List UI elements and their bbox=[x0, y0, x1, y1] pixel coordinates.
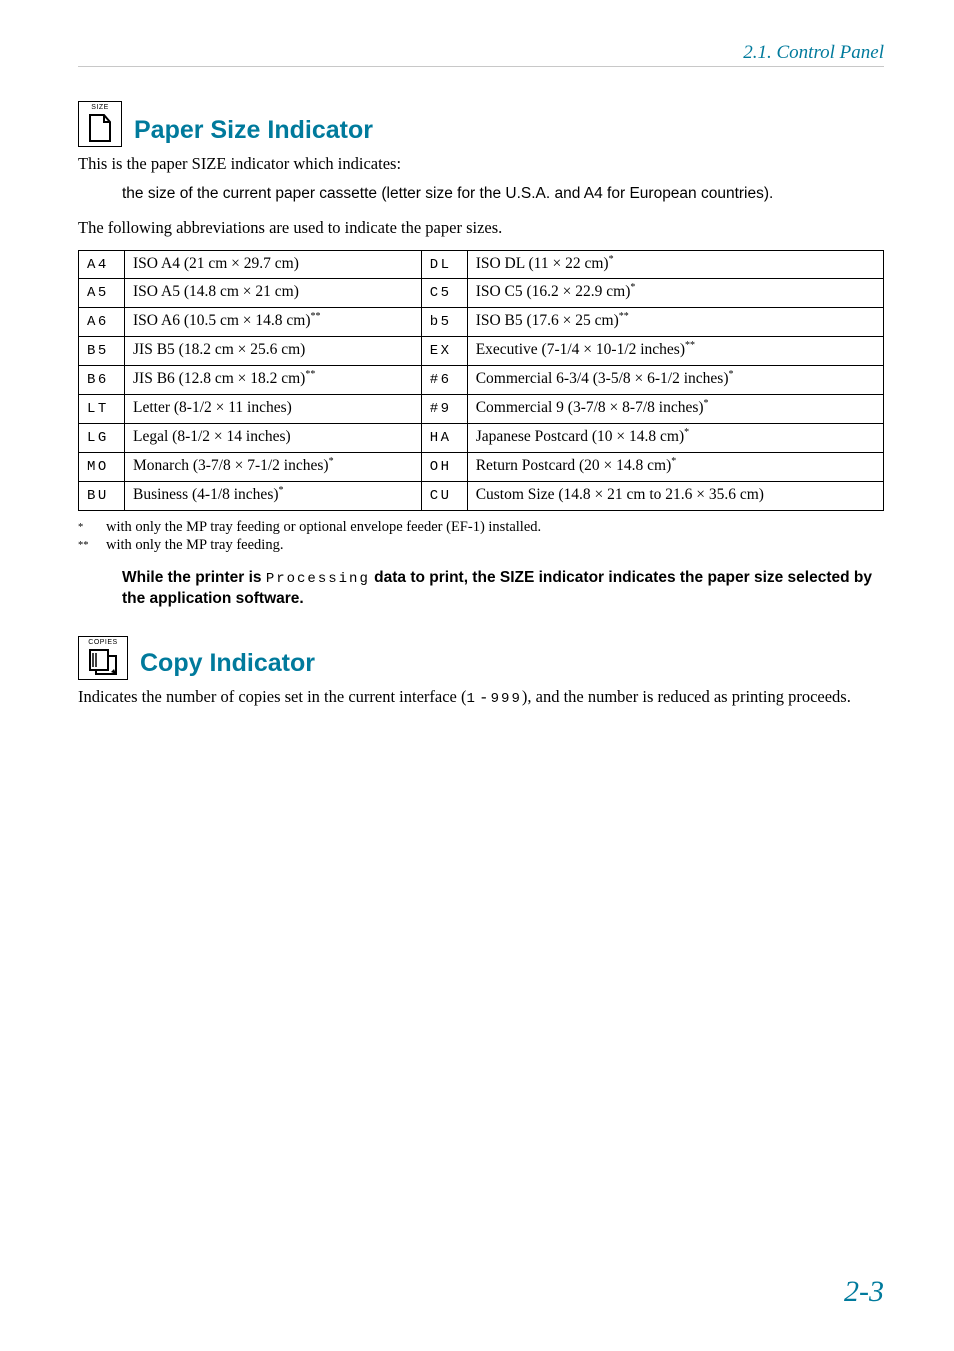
size-code: BU bbox=[79, 481, 125, 510]
note-mono: Processing bbox=[266, 571, 370, 587]
table-lead: The following abbreviations are used to … bbox=[78, 217, 884, 239]
size-desc: Commercial 6-3/4 (3-5/8 × 6-1/2 inches)* bbox=[467, 366, 883, 395]
size-code: CU bbox=[421, 481, 467, 510]
size-code: A6 bbox=[79, 308, 125, 337]
footnote-mark: ** bbox=[78, 537, 96, 554]
size-code: LG bbox=[79, 424, 125, 453]
table-row: LTLetter (8-1/2 × 11 inches)#9Commercial… bbox=[79, 395, 884, 424]
section-paper-size-head: SIZE Paper Size Indicator bbox=[78, 101, 884, 147]
copy-dash: - bbox=[477, 687, 491, 706]
size-code: HA bbox=[421, 424, 467, 453]
icon-label: COPIES bbox=[88, 639, 117, 646]
size-desc: Business (4-1/8 inches)* bbox=[125, 481, 422, 510]
footnote-2: ** with only the MP tray feeding. bbox=[78, 537, 884, 554]
size-desc: ISO C5 (16.2 × 22.9 cm)* bbox=[467, 279, 883, 308]
size-desc: JIS B6 (12.8 cm × 18.2 cm)** bbox=[125, 366, 422, 395]
size-desc: JIS B5 (18.2 cm × 25.6 cm) bbox=[125, 337, 422, 366]
icon-label: SIZE bbox=[91, 104, 109, 111]
size-code: A4 bbox=[79, 250, 125, 279]
paper-size-table: A4ISO A4 (21 cm × 29.7 cm)DLISO DL (11 ×… bbox=[78, 250, 884, 511]
section-copy-head: COPIES Copy Indicator bbox=[78, 636, 884, 680]
section-title-paper-size: Paper Size Indicator bbox=[134, 118, 373, 147]
size-desc: Commercial 9 (3-7/8 × 8-7/8 inches)* bbox=[467, 395, 883, 424]
table-row: A6ISO A6 (10.5 cm × 14.8 cm)**b5ISO B5 (… bbox=[79, 308, 884, 337]
table-row: A5ISO A5 (14.8 cm × 21 cm)C5ISO C5 (16.2… bbox=[79, 279, 884, 308]
size-desc: ISO DL (11 × 22 cm)* bbox=[467, 250, 883, 279]
copies-indicator-icon: COPIES bbox=[78, 636, 128, 680]
page: 2.1. Control Panel SIZE Paper Size Indic… bbox=[0, 0, 954, 1351]
copy-body: Indicates the number of copies set in th… bbox=[78, 686, 884, 709]
table-row: MOMonarch (3-7/8 × 7-1/2 inches)*OHRetur… bbox=[79, 452, 884, 481]
footnote-text: with only the MP tray feeding. bbox=[106, 537, 283, 554]
table-row: B6JIS B6 (12.8 cm × 18.2 cm)**#6Commerci… bbox=[79, 366, 884, 395]
table-row: A4ISO A4 (21 cm × 29.7 cm)DLISO DL (11 ×… bbox=[79, 250, 884, 279]
processing-note: While the printer is Processing data to … bbox=[122, 568, 884, 610]
page-icon bbox=[87, 113, 113, 143]
size-code: DL bbox=[421, 250, 467, 279]
footnote-text: with only the MP tray feeding or optiona… bbox=[106, 519, 541, 536]
page-number: 2-3 bbox=[844, 1275, 884, 1309]
size-code: A5 bbox=[79, 279, 125, 308]
size-code: B5 bbox=[79, 337, 125, 366]
note-text-a: While the printer is bbox=[122, 569, 266, 586]
bullet-text: the size of the current paper cassette (… bbox=[122, 185, 884, 203]
running-head: 2.1. Control Panel bbox=[78, 42, 884, 64]
copies-icon bbox=[87, 648, 119, 676]
size-desc: Japanese Postcard (10 × 14.8 cm)* bbox=[467, 424, 883, 453]
copy-text-a: Indicates the number of copies set in th… bbox=[78, 687, 467, 706]
footnote-1: * with only the MP tray feeding or optio… bbox=[78, 519, 884, 536]
size-desc: Executive (7-1/4 × 10-1/2 inches)** bbox=[467, 337, 883, 366]
size-desc: ISO A6 (10.5 cm × 14.8 cm)** bbox=[125, 308, 422, 337]
footnotes: * with only the MP tray feeding or optio… bbox=[78, 519, 884, 554]
size-desc: Letter (8-1/2 × 11 inches) bbox=[125, 395, 422, 424]
copy-mono-1: 1 bbox=[467, 691, 477, 707]
size-code: B6 bbox=[79, 366, 125, 395]
table-row: B5JIS B5 (18.2 cm × 25.6 cm)EXExecutive … bbox=[79, 337, 884, 366]
size-code: #9 bbox=[421, 395, 467, 424]
section-title-copy: Copy Indicator bbox=[140, 651, 315, 680]
size-indicator-icon: SIZE bbox=[78, 101, 122, 147]
size-code: #6 bbox=[421, 366, 467, 395]
size-desc: Legal (8-1/2 × 14 inches) bbox=[125, 424, 422, 453]
intro-text: This is the paper SIZE indicator which i… bbox=[78, 153, 884, 175]
size-code: OH bbox=[421, 452, 467, 481]
size-code: LT bbox=[79, 395, 125, 424]
size-desc: Custom Size (14.8 × 21 cm to 21.6 × 35.6… bbox=[467, 481, 883, 510]
size-desc: Monarch (3-7/8 × 7-1/2 inches)* bbox=[125, 452, 422, 481]
table-row: LGLegal (8-1/2 × 14 inches)HAJapanese Po… bbox=[79, 424, 884, 453]
size-code: MO bbox=[79, 452, 125, 481]
head-rule bbox=[78, 66, 884, 67]
size-code: b5 bbox=[421, 308, 467, 337]
size-code: C5 bbox=[421, 279, 467, 308]
copy-mono-2: 999 bbox=[491, 691, 522, 707]
size-desc: ISO A5 (14.8 cm × 21 cm) bbox=[125, 279, 422, 308]
copy-text-b: ), and the number is reduced as printing… bbox=[522, 687, 851, 706]
size-desc: Return Postcard (20 × 14.8 cm)* bbox=[467, 452, 883, 481]
footnote-mark: * bbox=[78, 519, 96, 536]
table-row: BUBusiness (4-1/8 inches)*CUCustom Size … bbox=[79, 481, 884, 510]
size-desc: ISO B5 (17.6 × 25 cm)** bbox=[467, 308, 883, 337]
size-code: EX bbox=[421, 337, 467, 366]
size-desc: ISO A4 (21 cm × 29.7 cm) bbox=[125, 250, 422, 279]
